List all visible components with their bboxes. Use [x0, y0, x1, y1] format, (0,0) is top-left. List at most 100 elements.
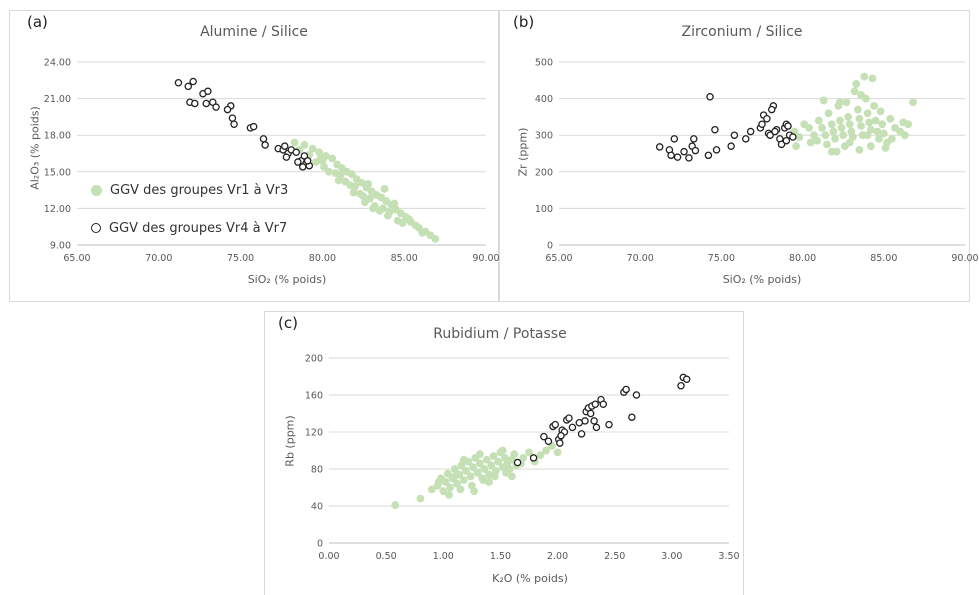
data-point-vr1-vr3 [300, 141, 309, 149]
x-axis-label-c: K₂O (% poids) [492, 572, 568, 585]
data-point-vr1-vr3 [510, 450, 519, 459]
y-tick-label: 200 [535, 167, 553, 178]
x-tick-label: 80.00 [309, 253, 336, 264]
data-point-vr4-vr7 [189, 77, 197, 86]
data-point-vr4-vr7 [605, 420, 613, 429]
data-point-vr1-vr3 [361, 198, 369, 207]
data-point-vr4-vr7 [766, 131, 774, 139]
data-point-vr4-vr7 [577, 430, 586, 438]
data-point-vr4-vr7 [730, 131, 739, 139]
data-point-vr1-vr3 [829, 127, 838, 136]
data-point-vr1-vr3 [469, 463, 477, 472]
data-point-vr4-vr7 [784, 122, 792, 130]
data-point-vr1-vr3 [411, 221, 420, 230]
data-point-vr1-vr3 [857, 91, 865, 99]
data-point-vr1-vr3 [334, 176, 343, 185]
data-point-vr1-vr3 [315, 148, 324, 157]
data-point-vr4-vr7 [529, 454, 538, 462]
data-point-vr1-vr3 [427, 485, 436, 494]
y-tick-label: 300 [535, 131, 553, 142]
data-point-vr4-vr7 [706, 93, 714, 101]
x-tick-label: 1.50 [490, 551, 511, 562]
data-point-vr4-vr7 [742, 135, 750, 143]
data-point-vr4-vr7 [789, 133, 797, 141]
data-point-vr1-vr3 [878, 120, 887, 129]
data-point-vr4-vr7 [261, 141, 269, 149]
data-point-vr1-vr3 [863, 109, 872, 118]
data-point-vr4-vr7 [184, 82, 192, 91]
data-point-vr4-vr7 [632, 391, 641, 399]
data-point-vr1-vr3 [490, 472, 499, 481]
data-point-vr1-vr3 [795, 133, 804, 141]
x-tick-label: 0.50 [376, 551, 397, 562]
data-point-vr4-vr7 [655, 143, 664, 151]
data-point-vr1-vr3 [462, 466, 471, 475]
data-point-vr4-vr7 [711, 125, 719, 134]
data-point-vr1-vr3 [482, 455, 491, 464]
data-point-vr1-vr3 [525, 448, 533, 457]
data-point-vr1-vr3 [349, 188, 358, 197]
data-point-vr4-vr7 [592, 423, 601, 432]
x-tick-label: 3.50 [718, 551, 739, 562]
y-tick-label: 120 [305, 428, 323, 439]
data-point-vr1-vr3 [792, 142, 801, 151]
y-tick-label: 15.00 [44, 167, 71, 178]
y-tick-label: 40 [311, 502, 323, 513]
data-point-vr1-vr3 [813, 136, 822, 145]
data-point-vr4-vr7 [680, 147, 688, 156]
chart-title-a: Alumine / Silice [200, 24, 308, 40]
data-point-vr1-vr3 [445, 491, 453, 499]
x-tick-label: 80.00 [789, 253, 816, 264]
data-point-vr4-vr7 [544, 437, 553, 445]
data-point-vr4-vr7 [174, 78, 183, 87]
data-point-vr1-vr3 [347, 170, 356, 179]
data-point-vr1-vr3 [853, 105, 862, 114]
data-point-vr1-vr3 [494, 457, 503, 466]
data-point-vr1-vr3 [904, 120, 913, 129]
data-point-vr1-vr3 [480, 465, 489, 473]
data-point-vr4-vr7 [212, 103, 220, 111]
data-point-vr1-vr3 [873, 127, 882, 136]
data-point-vr1-vr3 [871, 116, 880, 125]
data-point-vr1-vr3 [391, 501, 400, 509]
x-tick-label: 90.00 [472, 253, 499, 264]
data-point-vr1-vr3 [860, 72, 869, 81]
data-point-vr4-vr7 [586, 409, 595, 418]
data-point-vr4-vr7 [591, 400, 600, 408]
data-point-vr4-vr7 [282, 153, 291, 161]
y-tick-label: 200 [305, 354, 323, 365]
data-point-vr1-vr3 [857, 122, 865, 130]
data-point-vr1-vr3 [489, 452, 498, 460]
data-point-vr4-vr7 [667, 151, 675, 160]
data-point-vr1-vr3 [863, 131, 872, 140]
x-tick-label: 0.00 [318, 551, 339, 562]
data-point-vr4-vr7 [727, 142, 735, 150]
data-point-vr1-vr3 [380, 184, 389, 193]
plot-b: 0 100 200 300 400 500 65.00 70.00 75.00 80.00 85.0… [535, 58, 979, 265]
data-point-vr1-vr3 [827, 147, 836, 156]
data-point-vr4-vr7 [763, 114, 771, 123]
data-point-vr4-vr7 [746, 127, 755, 136]
legend-label-vr1-vr3: GGV des groupes Vr1 à Vr3 [110, 182, 289, 198]
x-tick-label: 2.50 [604, 551, 625, 562]
data-point-vr1-vr3 [836, 116, 844, 125]
data-point-vr4-vr7 [259, 135, 268, 143]
data-point-vr4-vr7 [281, 142, 289, 150]
data-point-vr4-vr7 [758, 120, 766, 128]
data-point-vr1-vr3 [845, 120, 854, 129]
panel-letter-a: (a) [27, 13, 48, 31]
data-point-vr1-vr3 [385, 208, 394, 216]
data-point-vr4-vr7 [673, 153, 682, 161]
data-point-vr4-vr7 [590, 417, 598, 425]
data-point-vr1-vr3 [814, 116, 823, 125]
data-point-vr1-vr3 [870, 102, 878, 110]
plot-a: 9.00 12.00 15.00 18.00 21.00 24.00 65.00 70.00 7… [44, 58, 500, 265]
x-tick-label: 65.00 [63, 253, 90, 264]
x-tick-label: 85.00 [870, 253, 897, 264]
y-tick-label: 18.00 [44, 131, 71, 142]
data-point-vr1-vr3 [823, 140, 831, 149]
data-point-vr1-vr3 [855, 114, 864, 123]
y-tick-label: 24.00 [44, 58, 71, 69]
data-point-vr1-vr3 [819, 96, 828, 105]
